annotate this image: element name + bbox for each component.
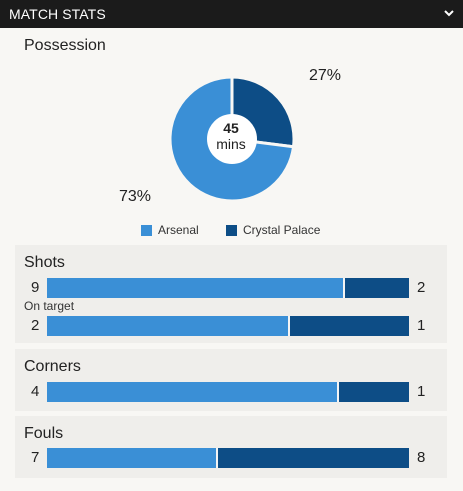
match-stats-header[interactable]: MATCH STATS — [0, 0, 463, 28]
corners-title: Corners — [24, 358, 81, 375]
possession-title: Possession — [24, 37, 106, 54]
shots-on-target-bar — [47, 316, 409, 336]
fouls-title: Fouls — [24, 425, 64, 442]
shots-title: Shots — [24, 254, 65, 271]
match-minute-unit: mins — [216, 136, 246, 152]
possession-donut — [168, 75, 296, 203]
match-minute: 45 mins — [207, 120, 255, 152]
possession-home-pct: 73% — [119, 188, 152, 205]
fouls-away-value: 8 — [417, 449, 426, 466]
legend-label-away: Crystal Palace — [243, 223, 321, 237]
fouls-away-seg — [215, 448, 409, 468]
fouls-home-value: 7 — [31, 449, 40, 466]
legend-swatch-home — [141, 225, 152, 236]
on-target-home-seg — [47, 316, 289, 336]
fouls-bar — [47, 448, 409, 468]
corners-bar — [47, 382, 409, 402]
on-target-label: On target — [24, 299, 75, 313]
shots-on-target-row: 2 1 — [15, 316, 447, 336]
corners-home-value: 4 — [31, 383, 40, 400]
corners-away-seg — [336, 382, 409, 402]
legend-label-home: Arsenal — [158, 223, 199, 237]
chevron-down-icon[interactable] — [443, 7, 455, 19]
match-minute-value: 45 — [223, 120, 239, 136]
shots-total-home-seg — [47, 278, 344, 298]
match-stats-title: MATCH STATS — [9, 6, 106, 22]
shots-total-row: 9 2 — [15, 278, 447, 298]
shots-panel: Shots 9 2 On target 2 1 — [15, 245, 447, 343]
possession-legend: Arsenal Crystal Palace — [0, 222, 463, 238]
fouls-panel: Fouls 7 8 — [15, 416, 447, 478]
on-target-away-seg — [288, 316, 409, 336]
on-target-home-value: 2 — [31, 317, 40, 334]
corners-row: 4 1 — [15, 382, 447, 402]
on-target-away-value: 1 — [417, 317, 426, 334]
fouls-home-seg — [47, 448, 216, 468]
donut-hole — [207, 114, 257, 164]
fouls-row: 7 8 — [15, 448, 447, 468]
shots-away-value: 2 — [417, 279, 426, 296]
corners-home-seg — [47, 382, 337, 402]
corners-panel: Corners 4 1 — [15, 349, 447, 411]
shots-home-value: 9 — [31, 279, 40, 296]
shots-total-bar — [47, 278, 409, 298]
shots-total-away-seg — [343, 278, 409, 298]
corners-away-value: 1 — [417, 383, 426, 400]
legend-swatch-away — [226, 225, 237, 236]
possession-away-pct: 27% — [309, 67, 342, 84]
